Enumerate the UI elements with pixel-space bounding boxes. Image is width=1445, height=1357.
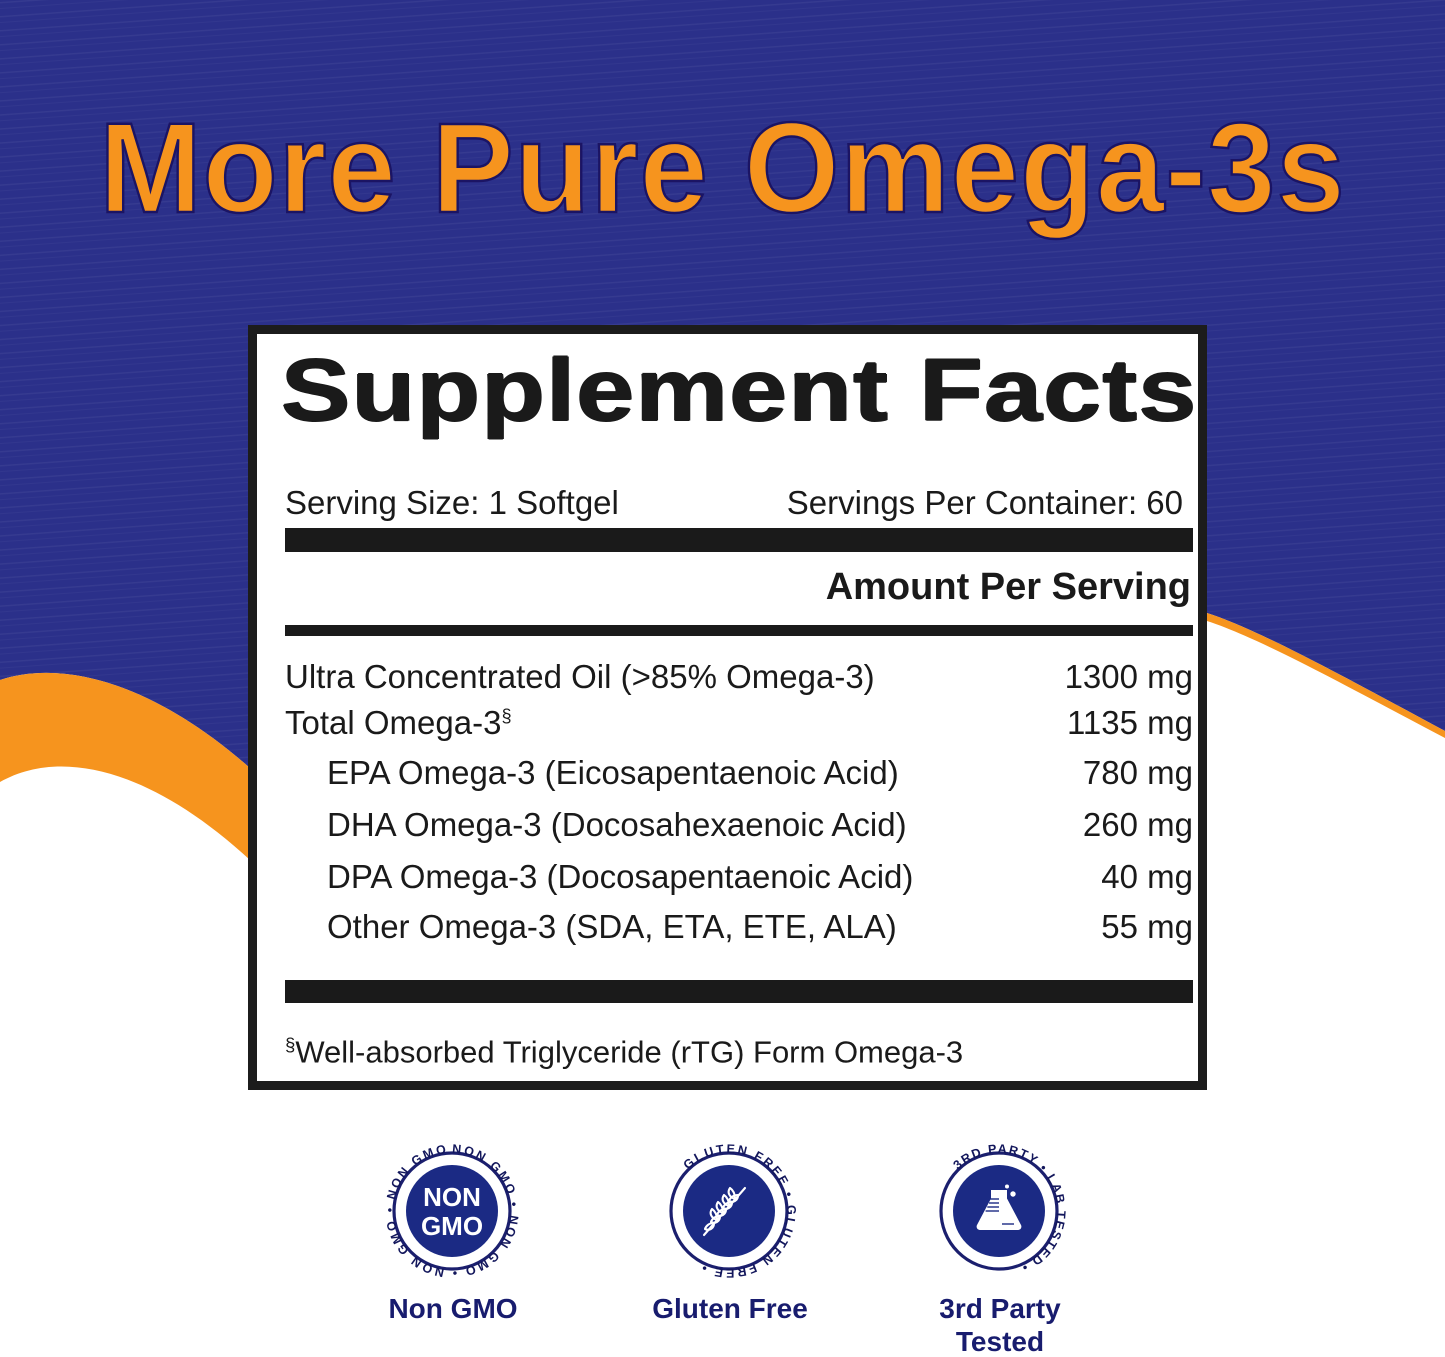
svg-text:NON: NON xyxy=(423,1182,481,1212)
svg-text:GMO: GMO xyxy=(421,1211,483,1241)
